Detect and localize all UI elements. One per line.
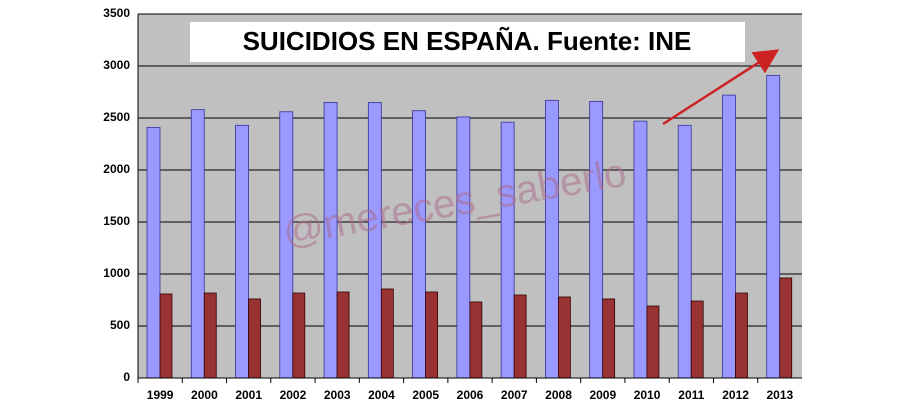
- bar: [646, 305, 660, 379]
- bar: [425, 291, 439, 379]
- x-tick-label: 2013: [767, 388, 794, 402]
- bar: [589, 100, 604, 379]
- bar: [248, 298, 261, 379]
- bar: [203, 292, 217, 379]
- y-tick-label: 500: [110, 318, 130, 332]
- x-tick-label: 2009: [589, 388, 616, 402]
- bar: [602, 298, 616, 379]
- bar: [722, 94, 736, 379]
- bar: [779, 277, 793, 379]
- x-tick-label: 2001: [235, 388, 262, 402]
- bar: [336, 291, 350, 379]
- bar: [159, 293, 173, 379]
- bar: [735, 292, 748, 379]
- x-tick-label: 2010: [634, 388, 661, 402]
- x-tick-label: 2002: [280, 388, 307, 402]
- title-box: [190, 22, 745, 62]
- chart-title: SUICIDIOS EN ESPAÑA. Fuente: INE: [243, 26, 692, 56]
- x-tick-label: 2008: [545, 388, 572, 402]
- x-tick-label: 1999: [147, 388, 174, 402]
- x-tick-label: 2011: [678, 388, 704, 402]
- bar: [500, 121, 515, 379]
- bar: [235, 124, 249, 379]
- trend-arrow: [662, 49, 780, 126]
- y-tick-label: 1000: [103, 266, 130, 280]
- bar: [558, 296, 571, 379]
- bar: [456, 116, 471, 379]
- bar: [545, 99, 559, 379]
- bar: [380, 288, 394, 379]
- bar: [677, 124, 692, 379]
- x-tick-label: 2004: [368, 388, 395, 402]
- x-tick-label: 2005: [412, 388, 439, 402]
- y-tick-label: 2000: [103, 162, 130, 176]
- x-tick-label: 2012: [722, 388, 749, 402]
- bar: [190, 109, 205, 379]
- bar: [469, 301, 483, 379]
- bar: [146, 126, 161, 379]
- y-tick-label: 2500: [103, 110, 130, 124]
- x-tick-label: 2006: [457, 388, 484, 402]
- bar: [690, 300, 704, 379]
- x-tick-label: 2007: [501, 388, 528, 402]
- y-tick-label: 3500: [103, 6, 130, 20]
- bar: [513, 294, 527, 379]
- bar: [412, 110, 427, 379]
- y-tick-label: 1500: [103, 214, 130, 228]
- y-tick-label: 3000: [103, 58, 130, 72]
- bar: [367, 102, 382, 379]
- x-tick-label: 2003: [324, 388, 351, 402]
- bar: [766, 74, 781, 379]
- bar: [292, 292, 306, 379]
- bar: [633, 120, 648, 379]
- y-tick-label: 0: [123, 370, 130, 384]
- x-tick-label: 2000: [191, 388, 218, 402]
